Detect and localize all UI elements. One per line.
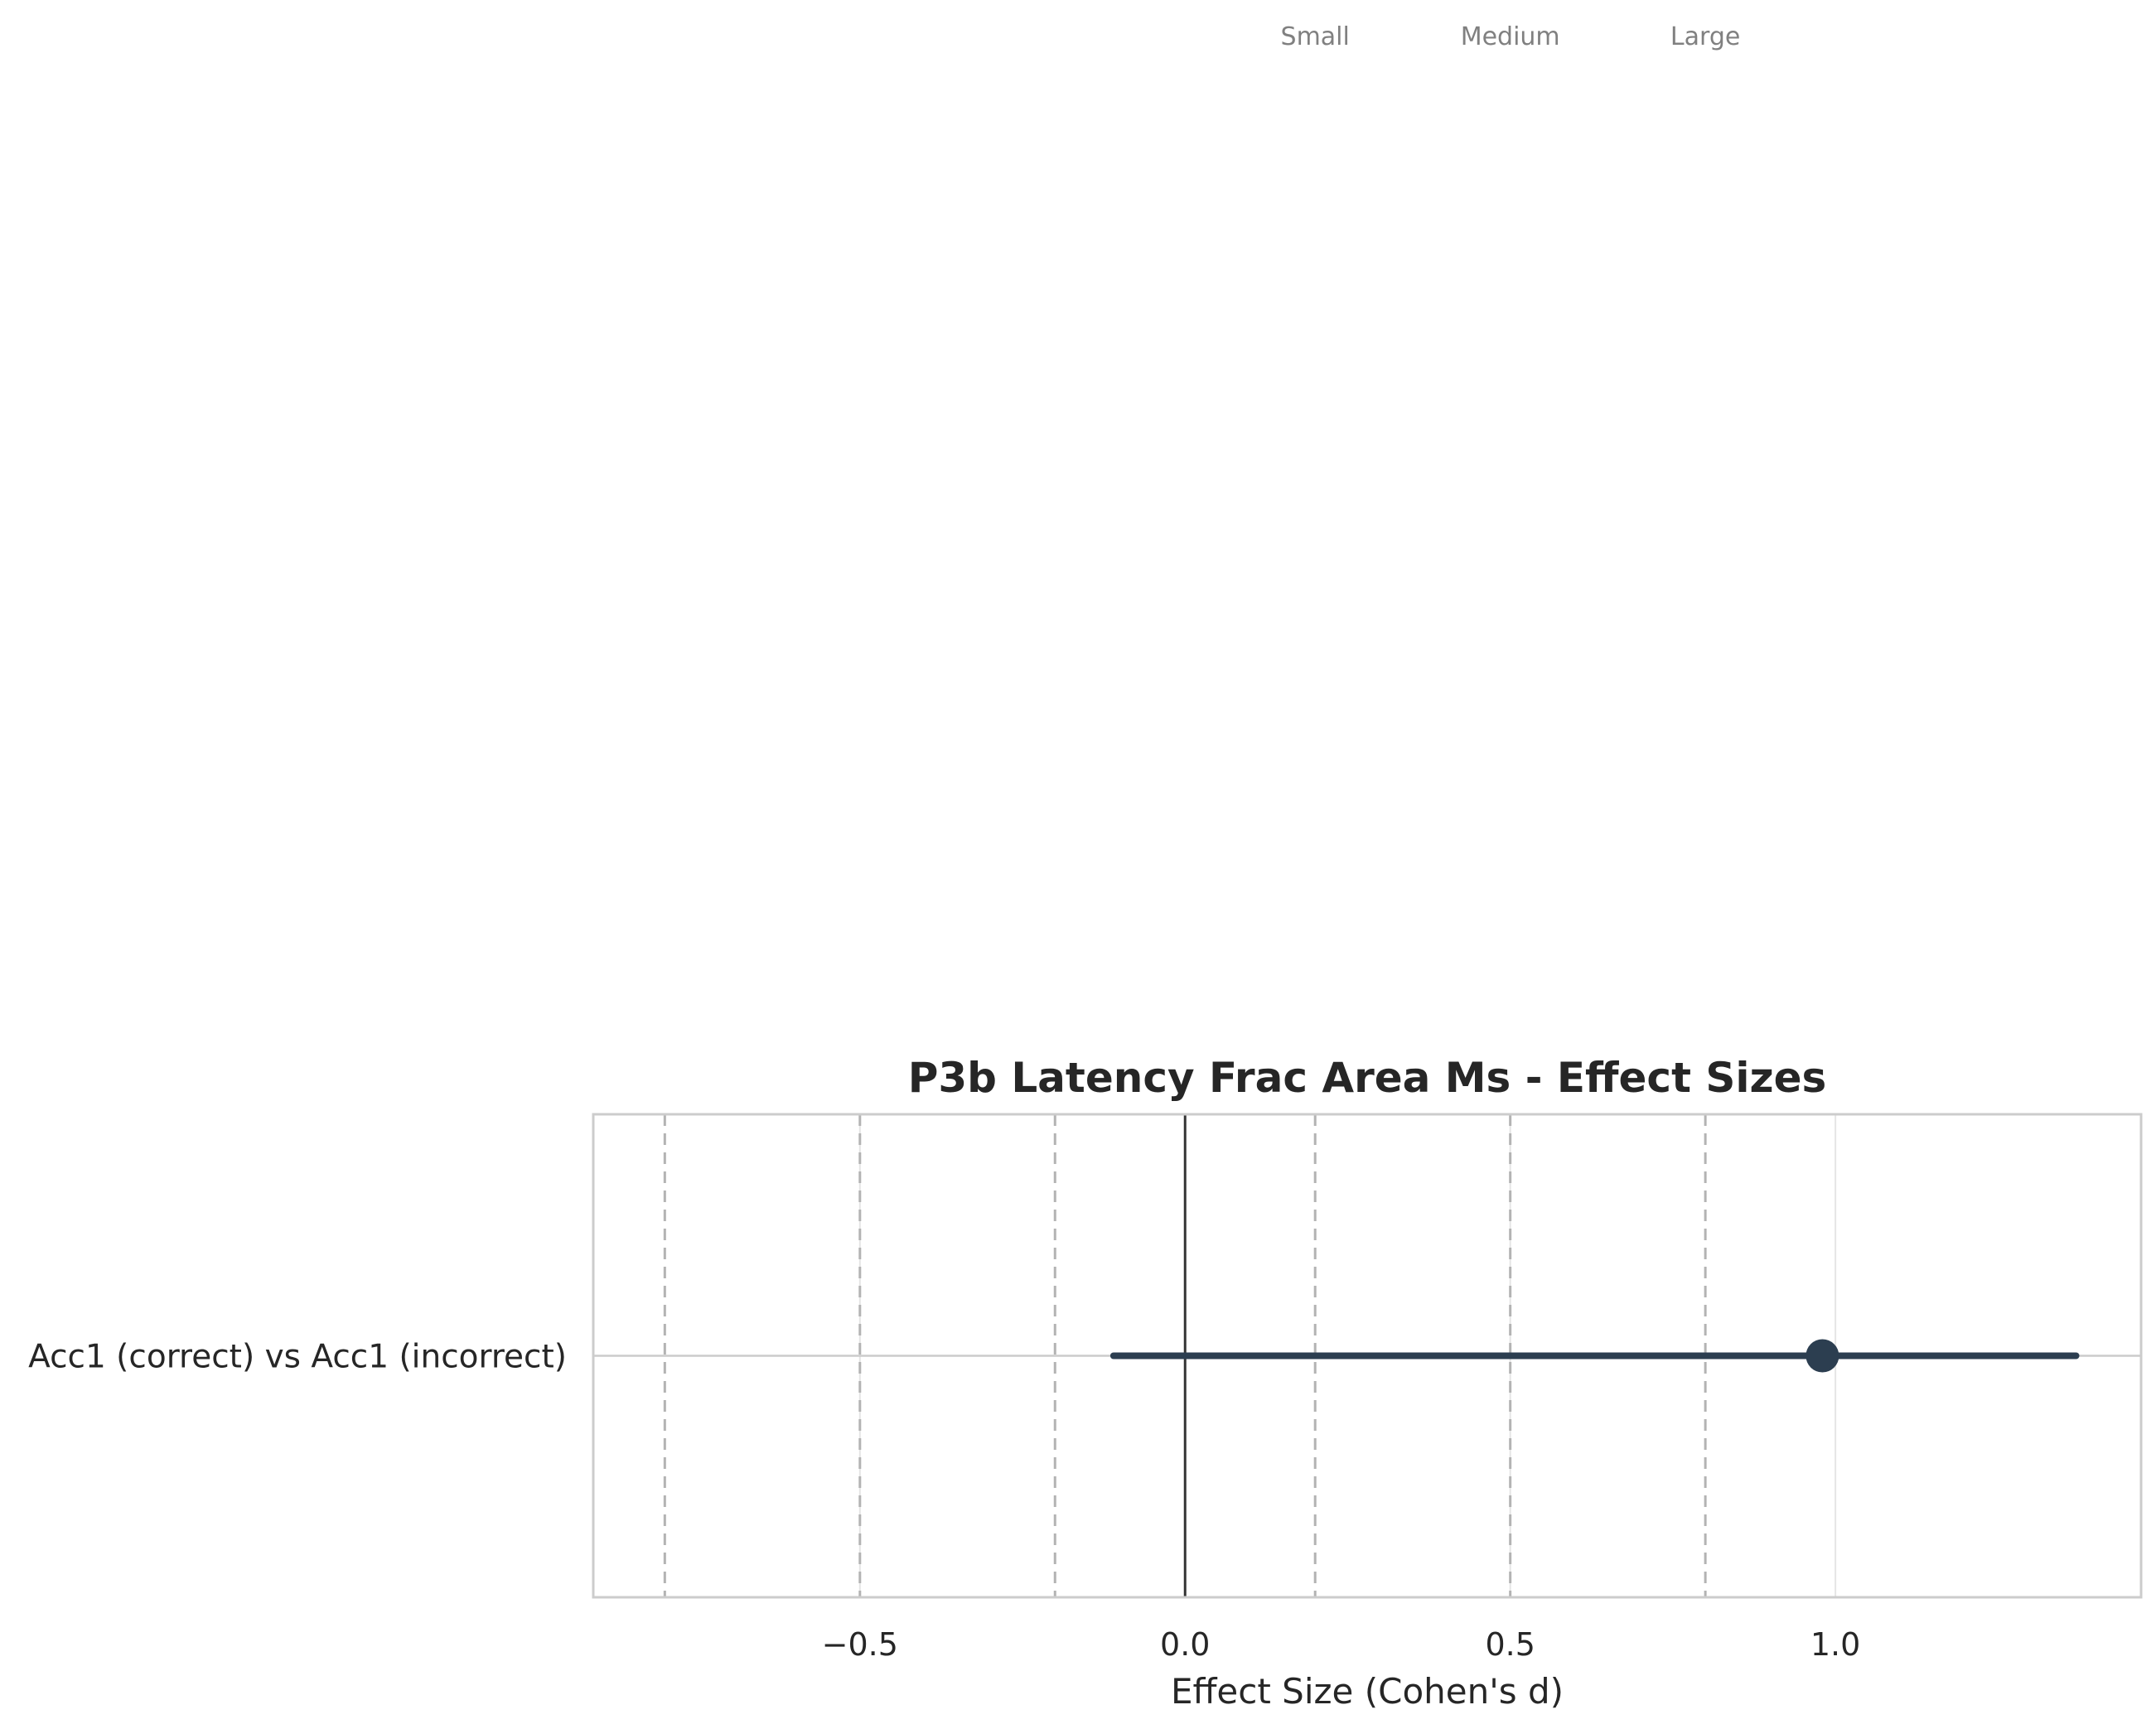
threshold-labels: Small Medium Large	[1281, 22, 1741, 51]
threshold-label-large: Large	[1670, 22, 1740, 51]
threshold-label-small: Small	[1281, 22, 1350, 51]
x-tick-label: 0.5	[1485, 1626, 1535, 1663]
y-tick-labels: Acc1 (correct) vs Acc1 (incorrect)	[28, 1339, 567, 1376]
x-tick-label: 1.0	[1810, 1626, 1860, 1663]
x-axis-label: Effect Size (Cohen's d)	[1171, 1671, 1564, 1712]
threshold-lines	[663, 1114, 1707, 1597]
effect-point	[1806, 1339, 1839, 1373]
x-tick-labels: −0.5 0.0 0.5 1.0	[822, 1626, 1861, 1663]
x-tick-label: 0.0	[1160, 1626, 1210, 1663]
x-tick-label: −0.5	[822, 1626, 898, 1663]
effect-points	[1806, 1339, 1839, 1373]
plot-frame	[592, 1113, 2143, 1599]
y-tick-label: Acc1 (correct) vs Acc1 (incorrect)	[28, 1339, 567, 1376]
threshold-label-medium: Medium	[1461, 22, 1560, 51]
chart-title: P3b Latency Frac Area Ms - Effect Sizes	[908, 1054, 1827, 1102]
